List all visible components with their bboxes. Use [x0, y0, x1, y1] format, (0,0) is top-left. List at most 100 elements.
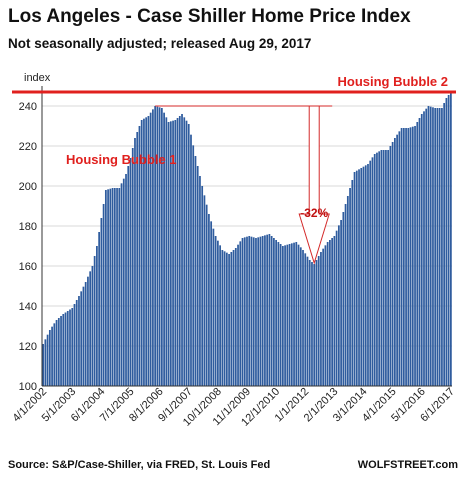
bar: [84, 282, 87, 386]
bar: [203, 195, 206, 386]
bar: [398, 131, 401, 386]
bar: [418, 118, 421, 386]
bar: [78, 296, 80, 386]
bar: [100, 218, 103, 386]
bar: [313, 264, 316, 386]
bar: [158, 107, 161, 386]
bar: [82, 286, 85, 386]
bar: [149, 112, 152, 387]
bar: [237, 244, 239, 386]
y-tick-label: 120: [19, 341, 37, 353]
bar: [324, 245, 327, 386]
bar: [138, 126, 141, 386]
bar: [51, 326, 53, 386]
bar: [279, 244, 282, 386]
bar: [407, 128, 410, 386]
bar: [432, 107, 434, 386]
bar: [136, 132, 139, 386]
bar: [241, 238, 244, 386]
bar: [382, 150, 385, 386]
bar: [120, 183, 123, 386]
bar: [214, 236, 217, 386]
bar: [187, 124, 190, 386]
bar: [387, 150, 390, 386]
bar: [416, 122, 419, 386]
bar: [331, 238, 334, 386]
bar: [371, 157, 374, 386]
bar: [96, 246, 98, 386]
bar: [194, 156, 197, 386]
bar: [367, 164, 369, 386]
bar: [165, 117, 168, 386]
bar: [252, 237, 255, 386]
bar: [109, 188, 112, 386]
bar: [250, 236, 253, 386]
y-tick-label: 160: [19, 261, 37, 273]
bar: [400, 128, 403, 386]
bar: [98, 232, 101, 386]
bar: [167, 122, 170, 386]
bar: [268, 234, 271, 386]
chart-subtitle: Not seasonally adjusted; released Aug 29…: [8, 36, 312, 51]
bar: [396, 134, 398, 386]
bar: [53, 323, 56, 386]
bar: [48, 330, 51, 386]
bar: [275, 240, 277, 386]
bar: [311, 262, 313, 386]
bar: [154, 106, 157, 386]
bar: [102, 204, 105, 386]
y-tick-label: 200: [19, 181, 37, 193]
bar: [230, 252, 233, 386]
bar: [369, 160, 372, 386]
chart-title: Los Angeles - Case Shiller Home Price In…: [8, 6, 411, 27]
bar: [326, 242, 329, 386]
bar: [441, 108, 443, 386]
bar: [89, 271, 92, 386]
bar: [344, 204, 347, 386]
bar: [205, 204, 208, 386]
bar: [425, 108, 428, 387]
bar: [411, 126, 414, 387]
bar: [450, 92, 452, 386]
reference-line-label: Housing Bubble 2: [338, 74, 449, 89]
y-tick-label: 180: [19, 221, 37, 233]
annotations: Housing Bubble 2 Housing Bubble 1 -32%: [12, 74, 456, 265]
y-tick-label: 220: [19, 141, 37, 153]
bar: [353, 172, 356, 386]
bar: [234, 248, 237, 386]
bar: [116, 188, 118, 386]
bar: [270, 236, 273, 386]
bar: [284, 245, 286, 386]
bar: [131, 148, 134, 386]
y-tick-label: 240: [19, 101, 37, 113]
bar: [290, 243, 293, 386]
bar: [447, 95, 450, 386]
bar: [62, 314, 65, 386]
bar: [391, 142, 394, 386]
bar: [322, 248, 325, 386]
bar: [57, 318, 60, 386]
bar: [107, 189, 109, 386]
bar: [55, 320, 58, 386]
bar: [75, 300, 78, 386]
bar: [228, 254, 230, 386]
bar: [297, 244, 300, 386]
bar: [266, 234, 269, 386]
bar: [64, 312, 67, 386]
bar: [286, 244, 289, 386]
bar: [212, 228, 215, 386]
bar: [342, 212, 345, 386]
bar: [104, 190, 107, 386]
bar: [91, 266, 94, 386]
bar: [420, 114, 423, 386]
bar: [174, 120, 177, 386]
bar: [208, 214, 210, 386]
bar: [223, 251, 226, 386]
bar: [333, 236, 336, 386]
bar: [172, 120, 174, 387]
bar: [192, 145, 195, 386]
bar: [304, 253, 307, 386]
bar: [248, 236, 251, 386]
bar: [46, 334, 49, 386]
